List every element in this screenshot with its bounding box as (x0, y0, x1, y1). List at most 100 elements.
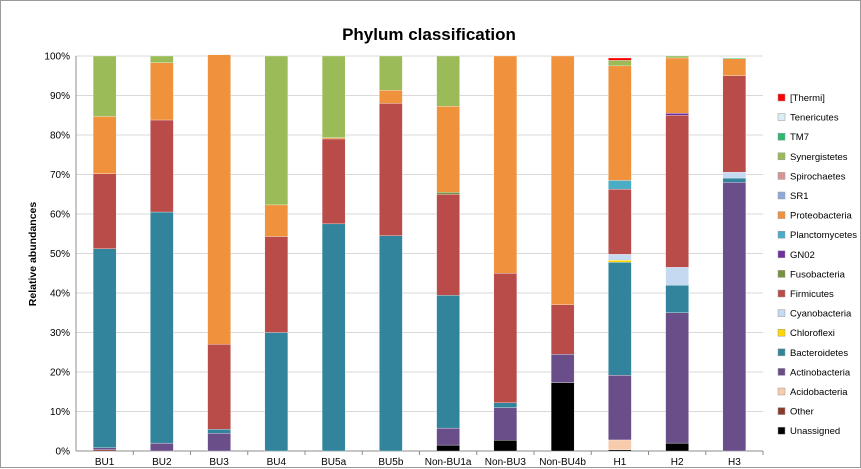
legend-swatch (777, 270, 786, 278)
bar-segment (608, 57, 632, 61)
x-tick-label: BU5a (321, 457, 346, 468)
legend-swatch (777, 426, 786, 435)
bar-segment (92, 173, 117, 249)
bar-segment (722, 57, 747, 59)
x-tick-label: H2 (671, 457, 684, 468)
bar-segment (550, 354, 575, 383)
bar-segment (92, 55, 117, 117)
bar-segment (436, 295, 460, 429)
bar-segment (493, 55, 518, 274)
bar-segment (264, 332, 289, 452)
bar-segment (321, 138, 346, 225)
bar-segment (150, 211, 174, 444)
bar-segment (665, 312, 689, 444)
bar-segment (321, 223, 346, 452)
bar-segment (379, 90, 403, 104)
legend-swatch (777, 113, 786, 121)
bar-segment (608, 188, 632, 255)
y-tick-label: 100% (44, 52, 70, 63)
bar-segment (665, 115, 689, 268)
chart-title: Phylum classification (342, 25, 516, 44)
bar-segment (436, 106, 460, 193)
bar-segment (150, 442, 174, 452)
bar-segment (550, 55, 575, 306)
x-tick-label: Non-BU3 (485, 457, 527, 468)
bar-segment (150, 62, 174, 121)
bar-segment (207, 433, 231, 452)
x-tick-label: H3 (728, 457, 741, 468)
bars (92, 54, 747, 452)
y-tick-label: 60% (50, 210, 70, 221)
y-tick-label: 70% (50, 170, 70, 181)
bar-segment (493, 440, 518, 452)
legend-swatch (777, 250, 786, 259)
bar-segment (493, 273, 518, 403)
legend-swatch (777, 309, 786, 317)
legend-label: Fusobacteria (790, 269, 846, 280)
bar-segment (608, 180, 632, 190)
y-tick-label: 10% (50, 407, 70, 418)
bar-segment (264, 55, 289, 206)
bar-segment (722, 58, 747, 76)
bar-segment (608, 60, 632, 67)
legend-swatch (777, 211, 786, 219)
legend-label: Unassigned (790, 426, 840, 437)
x-tick-label: BU2 (152, 457, 172, 468)
bar-segment (665, 113, 689, 116)
bar-segment (608, 439, 632, 450)
legend-label: Firmicutes (790, 289, 834, 300)
bar-segment (550, 382, 575, 452)
y-tick-label: 20% (50, 368, 70, 379)
y-tick-label: 30% (50, 328, 70, 339)
bar-segment (207, 429, 231, 434)
legend-swatch (777, 172, 786, 180)
x-tick-label: H1 (613, 457, 626, 468)
legend-swatch (777, 289, 786, 298)
legend-label: Spirochaetes (790, 171, 846, 182)
bar-segment (722, 182, 747, 452)
y-tick-label: 0% (56, 447, 71, 458)
bar-segment (321, 137, 346, 140)
bar-segment (92, 449, 117, 452)
legend-swatch (777, 152, 786, 161)
legend-swatch (777, 191, 786, 200)
bar-segment (722, 75, 747, 173)
bar-segment (92, 447, 117, 450)
bar-segment (608, 260, 632, 263)
legend-label: Proteobacteria (790, 211, 853, 222)
legend-swatch (777, 348, 786, 357)
bar-segment (608, 449, 632, 452)
bar-segment (608, 254, 632, 261)
x-tick-label: BU5b (378, 457, 403, 468)
legend-label: Acidobacteria (790, 387, 848, 398)
bar-segment (150, 119, 174, 213)
bar-segment (722, 177, 747, 183)
bar-segment (436, 194, 460, 296)
legend-label: [Thermi] (790, 93, 825, 104)
bar-segment (722, 171, 747, 179)
bar-segment (436, 444, 460, 452)
y-tick-label: 90% (50, 91, 70, 102)
legend-label: Actinobacteria (790, 367, 851, 378)
bar-segment (550, 304, 575, 355)
bar-segment (493, 407, 518, 441)
tick-labels: 0% 10% 20% 30% 40% 50% 60% 70% 80% 90% 100% BU1 BU2 B… (44, 52, 741, 469)
bar-segment (665, 57, 689, 114)
x-tick-label: Non-BU4b (539, 457, 586, 468)
legend-swatch (777, 387, 786, 396)
bar-segment (665, 442, 689, 452)
y-tick-label: 40% (50, 289, 70, 300)
legend-label: Other (790, 407, 814, 418)
legend-swatch (777, 132, 786, 141)
axes (75, 56, 764, 455)
legend-label: Bacteroidetes (790, 348, 848, 359)
legend-label: GN02 (790, 250, 815, 261)
legend-swatch (777, 407, 786, 415)
legend-swatch (777, 328, 786, 337)
bar-segment (264, 236, 289, 333)
bar-segment (436, 55, 460, 107)
bar-segment (608, 375, 632, 441)
legend-label: TM7 (790, 132, 809, 143)
